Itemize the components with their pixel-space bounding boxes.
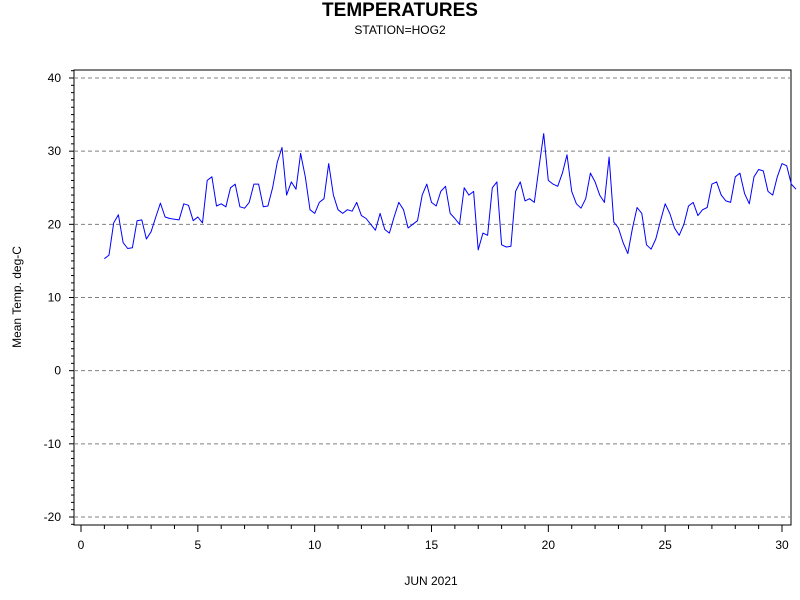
y-tick-label: 0 xyxy=(54,364,61,378)
chart-title: TEMPERATURES xyxy=(322,0,478,21)
temperature-series-line xyxy=(104,133,797,260)
x-tick-label: 0 xyxy=(78,538,85,552)
y-tick-label: 30 xyxy=(48,144,62,158)
y-tick-label: -20 xyxy=(44,510,62,524)
x-tick-label: 15 xyxy=(425,538,439,552)
x-tick-label: 10 xyxy=(308,538,322,552)
x-tick-label: 30 xyxy=(775,538,789,552)
y-tick-label: 40 xyxy=(48,71,62,85)
y-tick-label: 10 xyxy=(48,291,62,305)
y-tick-label: -10 xyxy=(44,437,62,451)
x-axis-label: JUN 2021 xyxy=(404,574,458,588)
x-tick-label: 20 xyxy=(542,538,556,552)
y-tick-label: 20 xyxy=(48,217,62,231)
x-tick-label: 25 xyxy=(658,538,672,552)
chart-subtitle: STATION=HOG2 xyxy=(354,23,446,37)
x-tick-label: 5 xyxy=(194,538,201,552)
